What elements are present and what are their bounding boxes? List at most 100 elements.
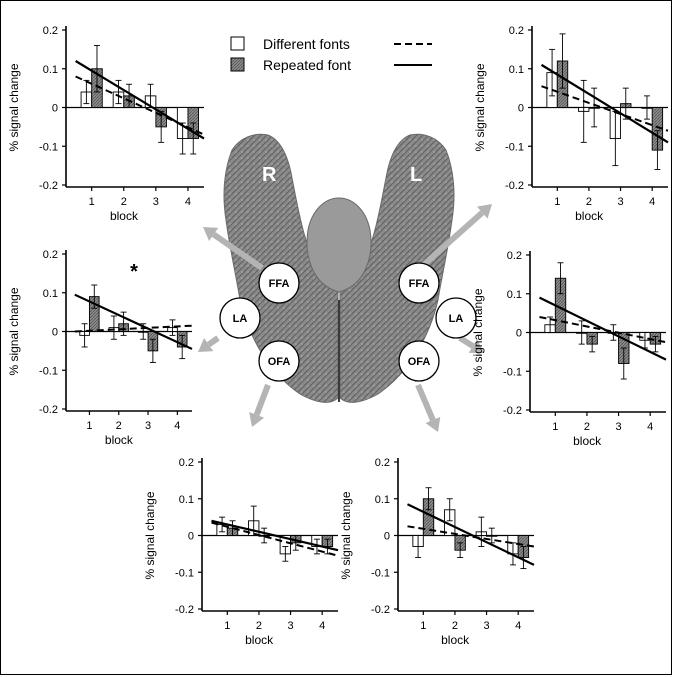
error-bar	[643, 95, 650, 120]
y-tick-label: 0.1	[43, 64, 58, 76]
left-hemisphere-label: L	[410, 164, 422, 186]
y-tick-label: 0.2	[43, 25, 58, 37]
error-bar	[559, 33, 566, 89]
error-bar	[190, 122, 197, 155]
y-axis-label: % signal change	[339, 491, 353, 579]
x-axis-label: block	[245, 633, 274, 647]
error-bar	[622, 87, 629, 120]
x-tick-label: 3	[153, 196, 159, 208]
x-axis-label: block	[441, 633, 470, 647]
fit-line-different	[75, 75, 205, 136]
x-tick-label: 1	[552, 421, 558, 433]
y-tick-label: 0.2	[43, 249, 58, 261]
x-tick-label: 1	[224, 620, 230, 632]
x-axis-label: block	[575, 209, 604, 223]
chart-r-ofa: 0.2 0.1 0 -0.1 -0.2 % signal change 1 2 3 4 block	[143, 457, 339, 647]
legend-label-repeated: Repeated font	[263, 57, 351, 73]
roi-ofa-right: OFA	[258, 340, 300, 382]
x-axis-label: block	[573, 434, 602, 448]
x-tick-label: 4	[647, 421, 653, 433]
x-tick-label: 4	[174, 420, 180, 432]
error-bar	[446, 498, 453, 522]
x-tick-label: 4	[649, 196, 655, 208]
roi-la-right-label: LA	[233, 313, 248, 325]
y-tick-label: 0.2	[509, 25, 524, 37]
significance-marker: *	[130, 261, 138, 283]
roi-ofa-right-label: OFA	[268, 356, 291, 368]
arrow-r-ffa	[203, 227, 264, 271]
x-tick-label: 4	[319, 620, 325, 632]
y-tick-label: 0.1	[43, 288, 58, 300]
error-bar	[654, 130, 661, 170]
error-bar	[120, 311, 127, 336]
y-tick-label: 0	[384, 531, 390, 543]
x-axis-label: block	[105, 433, 134, 447]
x-tick-label: 2	[116, 420, 122, 432]
error-bar	[292, 535, 299, 551]
y-tick-label: 0.1	[179, 494, 194, 506]
roi-la-left-label: LA	[449, 313, 464, 325]
error-bar	[81, 323, 88, 348]
brainstem	[306, 197, 372, 293]
y-tick-label: -0.2	[39, 180, 58, 192]
x-tick-label: 3	[287, 620, 293, 632]
x-tick-label: 2	[586, 196, 592, 208]
x-tick-label: 1	[554, 196, 560, 208]
error-bar	[547, 316, 554, 333]
y-tick-label: -0.2	[175, 604, 194, 616]
error-bar	[110, 315, 117, 340]
fit-line-repeated	[539, 296, 667, 361]
legend-label-different: Different fonts	[263, 36, 350, 52]
error-bar	[126, 83, 133, 108]
error-bar	[415, 535, 422, 558]
x-tick-label: 1	[86, 420, 92, 432]
error-bar	[179, 334, 186, 360]
x-tick-label: 3	[483, 620, 489, 632]
y-tick-label: 0.2	[375, 457, 390, 469]
y-tick-label: -0.1	[39, 365, 58, 377]
y-tick-label: 0	[52, 327, 58, 339]
roi-ffa-right: FFA	[258, 262, 300, 304]
chart-l-ffa: 0.2 0.1 0 -0.1 -0.2 % signal change 1 2 3 4 block	[473, 25, 669, 223]
error-bar	[93, 45, 100, 93]
y-tick-label: -0.1	[371, 567, 390, 579]
fit-line-repeated	[75, 60, 205, 140]
error-bar	[425, 487, 432, 511]
y-tick-label: -0.1	[503, 366, 522, 378]
error-bar	[589, 335, 596, 353]
roi-ofa-left-label: OFA	[408, 356, 431, 368]
y-tick-label: 0	[516, 328, 522, 340]
chart-r-la: 0.2 0.1 0 -0.1 -0.2 % signal change 1 2 3 4 block *	[7, 249, 193, 447]
error-bar	[261, 527, 268, 544]
error-bar	[169, 319, 176, 336]
roi-ffa-right-label: FFA	[269, 278, 290, 290]
y-tick-label: -0.2	[503, 405, 522, 417]
x-tick-label: 3	[617, 196, 623, 208]
error-bar	[115, 79, 122, 105]
x-tick-label: 2	[584, 421, 590, 433]
y-tick-label: -0.1	[175, 567, 194, 579]
y-axis-label: % signal change	[7, 63, 21, 151]
fit-line-repeated	[407, 503, 535, 566]
y-tick-label: 0.1	[375, 494, 390, 506]
y-tick-label: 0	[52, 103, 58, 115]
y-tick-label: 0	[518, 103, 524, 115]
error-bar	[620, 347, 627, 380]
arrow-l-ofa	[415, 383, 441, 432]
error-bar	[229, 520, 236, 536]
chart-l-la: 0.2 0.1 0 -0.1 -0.2 % signal change 1 2 3 4 block	[471, 250, 667, 448]
arrow-l-la	[458, 335, 484, 353]
fit-line-different	[74, 324, 193, 333]
legend: Different fonts Repeated font	[230, 36, 432, 73]
fit-line-different	[541, 85, 669, 132]
y-tick-label: 0.1	[507, 289, 522, 301]
error-bar	[652, 335, 659, 353]
roi-ofa-left: OFA	[398, 340, 440, 382]
error-bar	[591, 87, 598, 128]
y-tick-label: -0.1	[505, 141, 524, 153]
fit-line-repeated	[74, 293, 193, 350]
fit-line-repeated	[540, 63, 669, 144]
y-tick-label: -0.2	[371, 604, 390, 616]
fit-line-repeated	[211, 519, 339, 552]
